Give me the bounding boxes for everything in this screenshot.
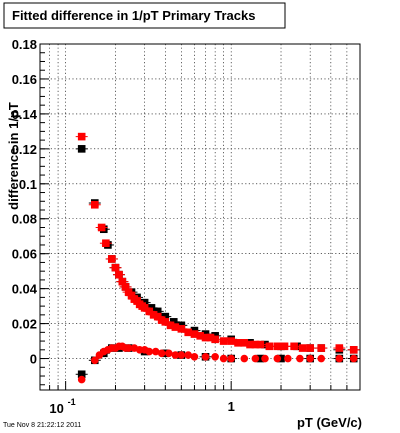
data-point xyxy=(77,375,86,384)
data-point xyxy=(118,277,127,286)
data-point xyxy=(306,354,314,363)
y-tick-label: 0.08 xyxy=(12,212,37,227)
data-point xyxy=(290,342,298,351)
data-point xyxy=(149,311,158,319)
data-point xyxy=(206,333,215,342)
data-point xyxy=(145,347,154,356)
data-point xyxy=(256,354,265,363)
data-point xyxy=(153,307,162,316)
data-point xyxy=(273,342,282,351)
series xyxy=(75,145,360,354)
y-tick-label: 0.12 xyxy=(12,142,37,157)
data-point xyxy=(211,335,219,344)
data-point xyxy=(306,344,314,352)
data-point xyxy=(161,318,170,326)
data-point xyxy=(107,255,116,263)
data-point xyxy=(77,370,86,379)
data-point xyxy=(280,342,289,351)
data-point xyxy=(111,263,120,272)
data-point xyxy=(151,347,160,356)
data-point xyxy=(153,312,162,321)
data-point xyxy=(90,200,99,209)
x-tick-labels: 10 -1 1 xyxy=(49,397,234,416)
title-box: Fitted difference in 1/pT Primary Tracks xyxy=(3,2,286,29)
data-point xyxy=(335,344,344,352)
data-point xyxy=(177,325,186,333)
y-tick-label: 0.02 xyxy=(12,317,37,332)
data-point xyxy=(349,354,358,363)
data-point xyxy=(77,145,86,153)
data-point xyxy=(240,354,249,363)
data-point xyxy=(157,349,166,358)
data-point xyxy=(77,132,86,141)
x-tick-label-exponent: -1 xyxy=(68,397,76,407)
series xyxy=(75,132,360,354)
data-point xyxy=(317,344,326,352)
data-point xyxy=(227,337,235,345)
data-point xyxy=(256,340,265,349)
data-point xyxy=(165,349,173,358)
timestamp: Tue Nov 8 21:22:12 2011 xyxy=(3,422,81,429)
y-tick-label: 0.18 xyxy=(12,37,37,52)
data-point xyxy=(140,304,149,312)
data-point xyxy=(190,352,199,361)
x-axis-label: pT (GeV/c) xyxy=(297,415,362,430)
y-tick-label: 0.06 xyxy=(12,247,37,262)
data-point xyxy=(171,351,180,359)
data-point xyxy=(335,354,344,363)
data-point xyxy=(184,328,193,337)
y-tick-labels: 0 0.02 0.04 0.06 0.08 0.1 0.12 0.14 0.16 0.18 xyxy=(12,37,38,367)
data-point xyxy=(251,354,260,363)
data-point xyxy=(211,352,219,361)
x-tick-label: 1 xyxy=(228,399,235,414)
data-point xyxy=(102,239,110,248)
data-point xyxy=(166,321,175,330)
data-point xyxy=(284,354,292,363)
data-point xyxy=(296,354,304,363)
data-point xyxy=(90,356,99,365)
data-point xyxy=(298,344,307,352)
y-tick-label: 0.14 xyxy=(12,107,38,122)
x-tick-label: 10 xyxy=(49,401,63,416)
data-point xyxy=(219,337,228,345)
data-point xyxy=(97,223,106,232)
data-series xyxy=(75,132,360,384)
data-point xyxy=(219,354,228,363)
data-point xyxy=(121,283,130,291)
y-tick-label: 0.1 xyxy=(19,177,37,192)
y-tick-label: 0 xyxy=(30,352,37,367)
series xyxy=(77,342,358,384)
plot-frame xyxy=(39,43,361,391)
data-point xyxy=(190,330,199,338)
data-point xyxy=(234,339,242,347)
data-point xyxy=(261,354,269,363)
data-point xyxy=(115,270,123,279)
y-tick-label: 0.04 xyxy=(12,282,38,297)
data-point xyxy=(349,346,358,354)
axis-ticks xyxy=(39,43,361,390)
y-tick-label: 0.16 xyxy=(12,72,37,87)
data-point xyxy=(177,351,186,359)
data-point xyxy=(265,342,274,351)
data-point xyxy=(240,339,249,347)
data-point xyxy=(273,354,282,363)
data-point xyxy=(317,354,326,363)
y-axis-label: difference in 1/pT xyxy=(6,102,21,210)
data-point xyxy=(145,307,154,316)
data-point xyxy=(171,323,180,331)
data-point xyxy=(196,332,205,340)
chart-title: Fitted difference in 1/pT Primary Tracks xyxy=(12,8,255,23)
data-point xyxy=(227,354,235,363)
data-point xyxy=(201,352,210,361)
data-point xyxy=(184,351,193,359)
data-point xyxy=(124,344,133,352)
